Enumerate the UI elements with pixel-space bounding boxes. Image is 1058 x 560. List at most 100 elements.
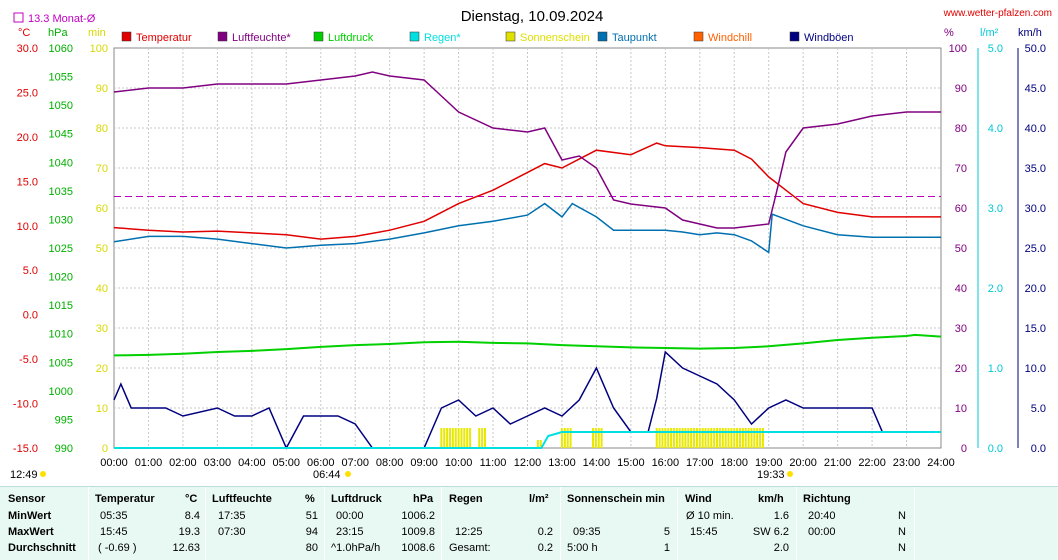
- avg-sun-time: 5:00 h: [567, 542, 598, 554]
- avg-press-time: ^1.0hPa/h: [331, 542, 381, 554]
- x-tick-label: 01:00: [135, 457, 163, 469]
- x-tick-label: 24:00: [927, 457, 955, 469]
- max-hum-time: 07:30: [218, 526, 246, 538]
- grid: [113, 47, 942, 449]
- series-regen: [114, 431, 941, 449]
- y-tick-temp: -10.0: [13, 399, 38, 411]
- y-tick-sun: 40: [96, 283, 108, 295]
- x-tick-label: 12:00: [514, 457, 542, 469]
- legend-label: Temperatur: [136, 32, 192, 44]
- x-tick-label: 21:00: [824, 457, 852, 469]
- row-label-avg: Durchschnitt: [8, 542, 76, 554]
- header-wind: Wind: [685, 493, 712, 505]
- y-tick-press: 1060: [49, 43, 73, 55]
- x-tick-label: 15:00: [617, 457, 645, 469]
- legend-label: Regen*: [424, 32, 461, 44]
- min-wind-time: Ø 10 min.: [686, 510, 734, 522]
- month-avg-icon: [13, 12, 24, 23]
- y-tick-wind: 30.0: [1025, 203, 1046, 215]
- legend-swatch: [693, 31, 704, 42]
- y-tick-wind: 50.0: [1025, 43, 1046, 55]
- y-tick-sun: 30: [96, 323, 108, 335]
- legend-swatch: [789, 31, 800, 42]
- header-press-unit: hPa: [413, 493, 434, 505]
- y-tick-sun: 60: [96, 203, 108, 215]
- y-tick-temp: 10.0: [17, 221, 38, 233]
- legend-swatch: [313, 31, 324, 42]
- y-tick-press: 1040: [49, 157, 73, 169]
- x-tick-label: 08:00: [376, 457, 404, 469]
- unit-press: hPa: [48, 27, 68, 39]
- y-tick-hum: 30: [955, 323, 967, 335]
- header-temp: Temperatur: [95, 493, 155, 505]
- avg-wind-val: 2.0: [773, 542, 789, 554]
- site-link[interactable]: www.wetter-pfalzen.com: [943, 8, 1052, 19]
- y-tick-hum: 90: [955, 83, 967, 95]
- x-tick-label: 13:00: [548, 457, 576, 469]
- max-wind-val: SW 6.2: [752, 526, 789, 538]
- x-tick-label: 19:00: [755, 457, 783, 469]
- y-tick-press: 1000: [49, 386, 73, 398]
- y-tick-press: 1015: [49, 300, 73, 312]
- avg-press-val: 1008.6: [401, 542, 435, 554]
- y-tick-rain: 0.0: [988, 443, 1003, 455]
- min-wind-val: 1.6: [773, 510, 789, 522]
- header-hum: Luftfeuchte: [212, 493, 272, 505]
- y-tick-temp: -5.0: [19, 354, 38, 366]
- y-tick-press: 1030: [49, 214, 73, 226]
- avg-temp-val: 12.63: [172, 542, 200, 554]
- max-press-val: 1009.8: [401, 526, 435, 538]
- legend-swatch: [597, 31, 608, 42]
- unit-sun: min: [88, 27, 106, 39]
- legend-label: Luftfeuchte*: [232, 32, 291, 44]
- y-tick-sun: 0: [102, 443, 108, 455]
- series-layer: [113, 71, 942, 450]
- avg-sun-val: 1: [663, 542, 670, 554]
- x-tick-label: 11:00: [480, 457, 507, 469]
- y-tick-temp: 20.0: [17, 132, 38, 144]
- header-hum-unit: %: [305, 493, 315, 505]
- x-tick-label: 09:00: [410, 457, 438, 469]
- min-dir-time: 20:40: [808, 510, 836, 522]
- x-tick-label: 06:00: [307, 457, 335, 469]
- avg-hum-val: 80: [305, 542, 318, 554]
- max-sun-val: 5: [663, 526, 670, 538]
- max-dir-val: N: [898, 526, 906, 538]
- y-tick-sun: 80: [96, 123, 108, 135]
- row-label-max: MaxWert: [8, 526, 54, 538]
- y-tick-hum: 60: [955, 203, 967, 215]
- legend-swatch: [121, 31, 132, 42]
- y-tick-press: 1045: [49, 129, 73, 141]
- legend-swatch: [409, 31, 420, 42]
- header-rain: Regen: [449, 493, 483, 505]
- max-temp-val: 19.3: [178, 526, 200, 538]
- max-wind-time: 15:45: [690, 526, 718, 538]
- y-tick-press: 1005: [49, 357, 73, 369]
- y-tick-wind: 5.0: [1031, 403, 1046, 415]
- x-tick-label: 17:00: [686, 457, 714, 469]
- chart-title: Dienstag, 10.09.2024: [461, 8, 604, 25]
- header-temp-unit: °C: [185, 493, 198, 505]
- y-tick-rain: 3.0: [988, 203, 1003, 215]
- row-label-min: MinWert: [8, 510, 52, 522]
- avg-temp-time: ( -0.69 ): [98, 542, 137, 554]
- y-tick-hum: 70: [955, 163, 967, 175]
- max-temp-time: 15:45: [100, 526, 128, 538]
- sunrise-time: 06:44: [313, 469, 341, 481]
- avg-rain-val: 0.2: [537, 542, 553, 554]
- y-tick-sun: 70: [96, 163, 108, 175]
- y-tick-temp: 15.0: [17, 176, 38, 188]
- legend-label: Windböen: [804, 32, 854, 44]
- unit-wind: km/h: [1018, 27, 1042, 39]
- y-tick-sun: 50: [96, 243, 108, 255]
- month-avg-label: 13.3 Monat-Ø: [28, 13, 96, 25]
- legend: Temperatur Luftfeuchte* Luftdruck Regen* Son…: [121, 31, 854, 44]
- y-tick-temp: 30.0: [17, 43, 38, 55]
- header-press: Luftdruck: [331, 493, 382, 505]
- min-hum-time: 17:35: [218, 510, 246, 522]
- y-tick-wind: 15.0: [1025, 323, 1046, 335]
- y-tick-wind: 40.0: [1025, 123, 1046, 135]
- y-tick-hum: 0: [961, 443, 967, 455]
- y-tick-wind: 20.0: [1025, 283, 1046, 295]
- y-tick-wind: 35.0: [1025, 163, 1046, 175]
